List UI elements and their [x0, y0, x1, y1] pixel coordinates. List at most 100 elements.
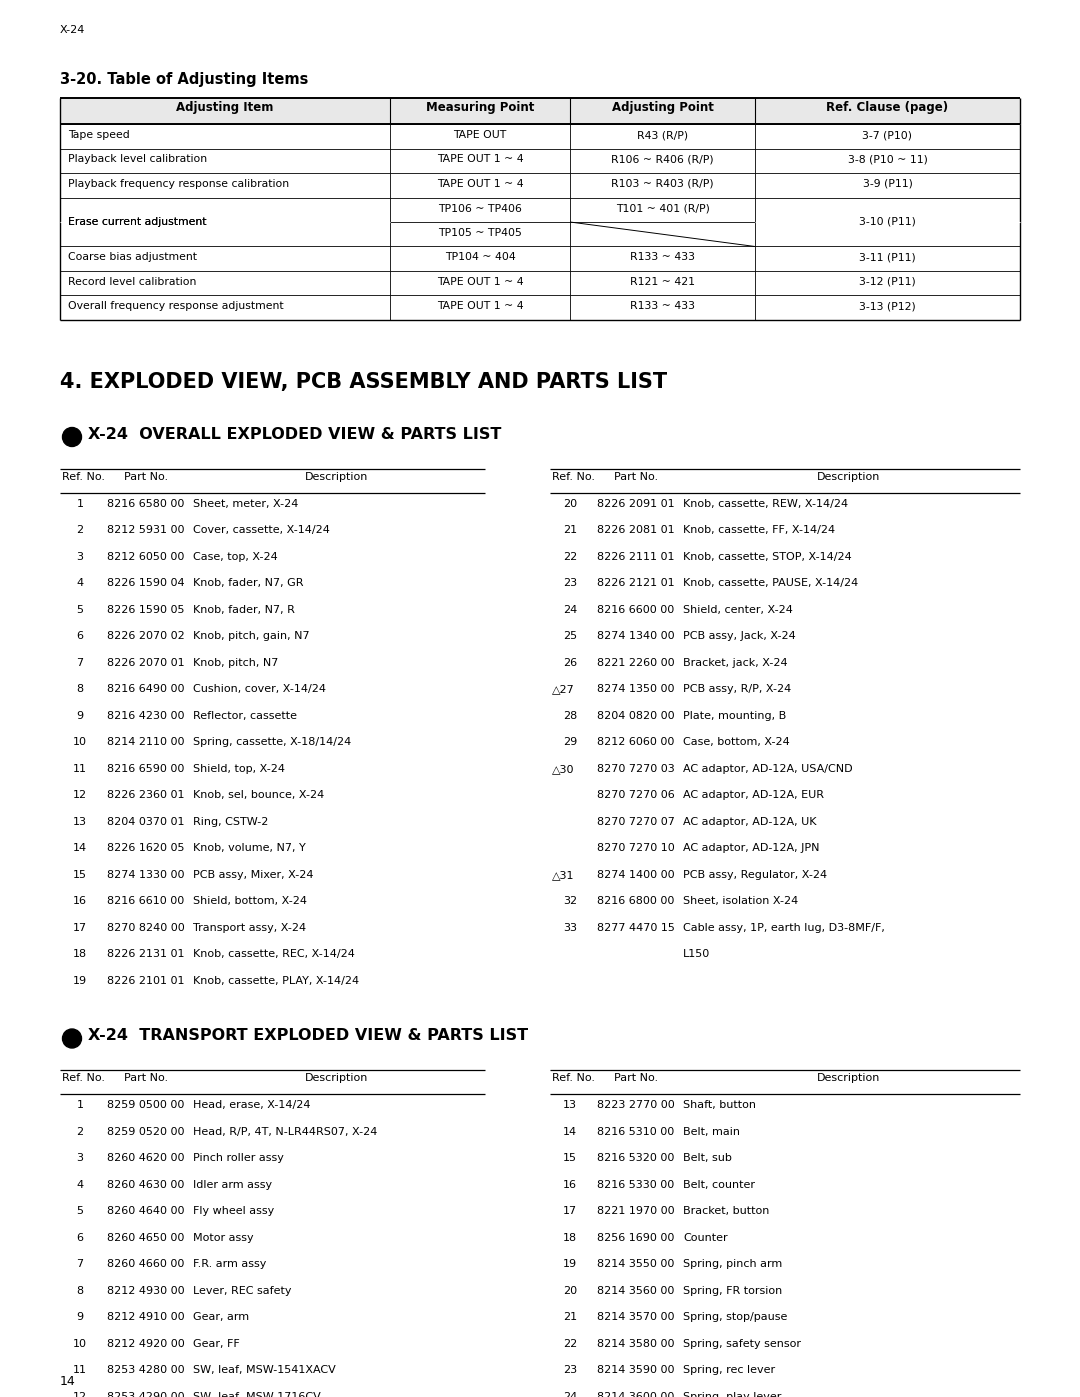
Text: R43 (R/P): R43 (R/P): [637, 130, 688, 140]
Text: Description: Description: [818, 1073, 880, 1084]
Text: 8259 0500 00: 8259 0500 00: [107, 1101, 185, 1111]
Text: 8216 5310 00: 8216 5310 00: [597, 1127, 674, 1137]
Text: Gear, arm: Gear, arm: [193, 1313, 249, 1323]
Text: X-24  TRANSPORT EXPLODED VIEW & PARTS LIST: X-24 TRANSPORT EXPLODED VIEW & PARTS LIS…: [87, 1028, 528, 1044]
Text: SW, leaf, MSW-1716CV: SW, leaf, MSW-1716CV: [193, 1391, 321, 1397]
Text: 3-11 (P11): 3-11 (P11): [859, 253, 916, 263]
Text: 8260 4640 00: 8260 4640 00: [107, 1207, 185, 1217]
Text: Counter: Counter: [683, 1234, 728, 1243]
Text: 8214 3580 00: 8214 3580 00: [597, 1338, 675, 1350]
Text: SW, leaf, MSW-1541XACV: SW, leaf, MSW-1541XACV: [193, 1365, 336, 1376]
Text: Ref. No.: Ref. No.: [552, 1073, 595, 1084]
Text: 8: 8: [77, 1287, 83, 1296]
Text: Tape speed: Tape speed: [68, 130, 130, 140]
Text: 8212 5931 00: 8212 5931 00: [107, 525, 185, 535]
Text: 10: 10: [73, 738, 87, 747]
Text: Knob, volume, N7, Y: Knob, volume, N7, Y: [193, 844, 306, 854]
Text: TAPE OUT: TAPE OUT: [454, 130, 507, 140]
Text: TP105 ~ TP405: TP105 ~ TP405: [438, 228, 522, 237]
Text: Knob, cassette, STOP, X-14/24: Knob, cassette, STOP, X-14/24: [683, 552, 852, 562]
Text: Belt, sub: Belt, sub: [683, 1154, 732, 1164]
Text: Knob, cassette, FF, X-14/24: Knob, cassette, FF, X-14/24: [683, 525, 835, 535]
Text: Gear, FF: Gear, FF: [193, 1338, 240, 1350]
Text: Adjusting Point: Adjusting Point: [611, 101, 714, 115]
Text: PCB assy, Jack, X-24: PCB assy, Jack, X-24: [683, 631, 796, 641]
Text: AC adaptor, AD-12A, USA/CND: AC adaptor, AD-12A, USA/CND: [683, 764, 852, 774]
Text: TP106 ~ TP406: TP106 ~ TP406: [438, 204, 522, 214]
Circle shape: [63, 427, 81, 447]
Text: 14: 14: [563, 1127, 577, 1137]
Text: 8226 2070 01: 8226 2070 01: [107, 658, 185, 668]
Text: 6: 6: [77, 1234, 83, 1243]
Text: 3-8 (P10 ~ 11): 3-8 (P10 ~ 11): [848, 155, 928, 165]
Text: Knob, fader, N7, R: Knob, fader, N7, R: [193, 605, 295, 615]
Text: 8270 8240 00: 8270 8240 00: [107, 923, 185, 933]
Text: 13: 13: [563, 1101, 577, 1111]
Text: Ref. No.: Ref. No.: [62, 1073, 105, 1084]
Text: 8216 6580 00: 8216 6580 00: [107, 499, 185, 509]
Text: Knob, pitch, N7: Knob, pitch, N7: [193, 658, 279, 668]
Text: 8270 7270 03: 8270 7270 03: [597, 764, 675, 774]
Text: 23: 23: [563, 578, 577, 588]
Text: Overall frequency response adjustment: Overall frequency response adjustment: [68, 302, 284, 312]
Text: Transport assy, X-24: Transport assy, X-24: [193, 923, 306, 933]
Text: 22: 22: [563, 552, 577, 562]
Text: Spring, safety sensor: Spring, safety sensor: [683, 1338, 801, 1350]
Text: 21: 21: [563, 525, 577, 535]
Text: AC adaptor, AD-12A, JPN: AC adaptor, AD-12A, JPN: [683, 844, 820, 854]
Text: R121 ~ 421: R121 ~ 421: [630, 277, 696, 286]
Text: F.R. arm assy: F.R. arm assy: [193, 1260, 267, 1270]
Text: 8212 6050 00: 8212 6050 00: [107, 552, 185, 562]
Text: Shield, center, X-24: Shield, center, X-24: [683, 605, 793, 615]
Text: 3-13 (P12): 3-13 (P12): [859, 302, 916, 312]
Text: TP104 ~ 404: TP104 ~ 404: [445, 253, 515, 263]
Text: 8226 2121 01: 8226 2121 01: [597, 578, 675, 588]
Text: 2: 2: [77, 1127, 83, 1137]
Text: 9: 9: [77, 1313, 83, 1323]
Text: Spring, FR torsion: Spring, FR torsion: [683, 1287, 782, 1296]
Text: △30: △30: [552, 764, 575, 774]
Text: Knob, cassette, PLAY, X-14/24: Knob, cassette, PLAY, X-14/24: [193, 977, 360, 986]
Text: 17: 17: [73, 923, 87, 933]
Text: 8259 0520 00: 8259 0520 00: [107, 1127, 185, 1137]
Text: Cushion, cover, X-14/24: Cushion, cover, X-14/24: [193, 685, 326, 694]
Text: 8226 2101 01: 8226 2101 01: [107, 977, 185, 986]
Text: 8214 3550 00: 8214 3550 00: [597, 1260, 674, 1270]
Text: Spring, play lever: Spring, play lever: [683, 1391, 781, 1397]
Text: 17: 17: [563, 1207, 577, 1217]
Text: 4: 4: [77, 578, 83, 588]
Text: 8253 4290 00: 8253 4290 00: [107, 1391, 185, 1397]
Text: △27: △27: [552, 685, 575, 694]
Text: 5: 5: [77, 1207, 83, 1217]
Text: Description: Description: [305, 472, 368, 482]
Text: 1: 1: [77, 1101, 83, 1111]
Text: TAPE OUT 1 ~ 4: TAPE OUT 1 ~ 4: [436, 302, 524, 312]
Text: Ref. No.: Ref. No.: [552, 472, 595, 482]
Text: 8226 2111 01: 8226 2111 01: [597, 552, 675, 562]
Text: 8214 3560 00: 8214 3560 00: [597, 1287, 674, 1296]
Text: Knob, sel, bounce, X-24: Knob, sel, bounce, X-24: [193, 791, 324, 800]
Text: Spring, stop/pause: Spring, stop/pause: [683, 1313, 787, 1323]
Text: T101 ~ 401 (R/P): T101 ~ 401 (R/P): [616, 204, 710, 214]
Text: 11: 11: [73, 764, 87, 774]
Text: 8274 1340 00: 8274 1340 00: [597, 631, 675, 641]
Text: 3: 3: [77, 1154, 83, 1164]
Text: 8221 2260 00: 8221 2260 00: [597, 658, 675, 668]
Text: 12: 12: [73, 1391, 87, 1397]
Text: 8204 0820 00: 8204 0820 00: [597, 711, 675, 721]
Text: 8226 1590 04: 8226 1590 04: [107, 578, 185, 588]
Text: 24: 24: [563, 1391, 577, 1397]
Text: 32: 32: [563, 897, 577, 907]
Text: 18: 18: [73, 950, 87, 960]
Text: PCB assy, Regulator, X-24: PCB assy, Regulator, X-24: [683, 870, 827, 880]
Text: Knob, cassette, PAUSE, X-14/24: Knob, cassette, PAUSE, X-14/24: [683, 578, 859, 588]
Text: 8226 1620 05: 8226 1620 05: [107, 844, 185, 854]
Text: 8214 3570 00: 8214 3570 00: [597, 1313, 675, 1323]
Text: 16: 16: [73, 897, 87, 907]
Text: 4: 4: [77, 1180, 83, 1190]
Text: R133 ~ 433: R133 ~ 433: [630, 253, 696, 263]
Text: 8216 6610 00: 8216 6610 00: [107, 897, 185, 907]
Text: 8216 5330 00: 8216 5330 00: [597, 1180, 674, 1190]
Text: TAPE OUT 1 ~ 4: TAPE OUT 1 ~ 4: [436, 179, 524, 189]
Text: 8212 4920 00: 8212 4920 00: [107, 1338, 185, 1350]
